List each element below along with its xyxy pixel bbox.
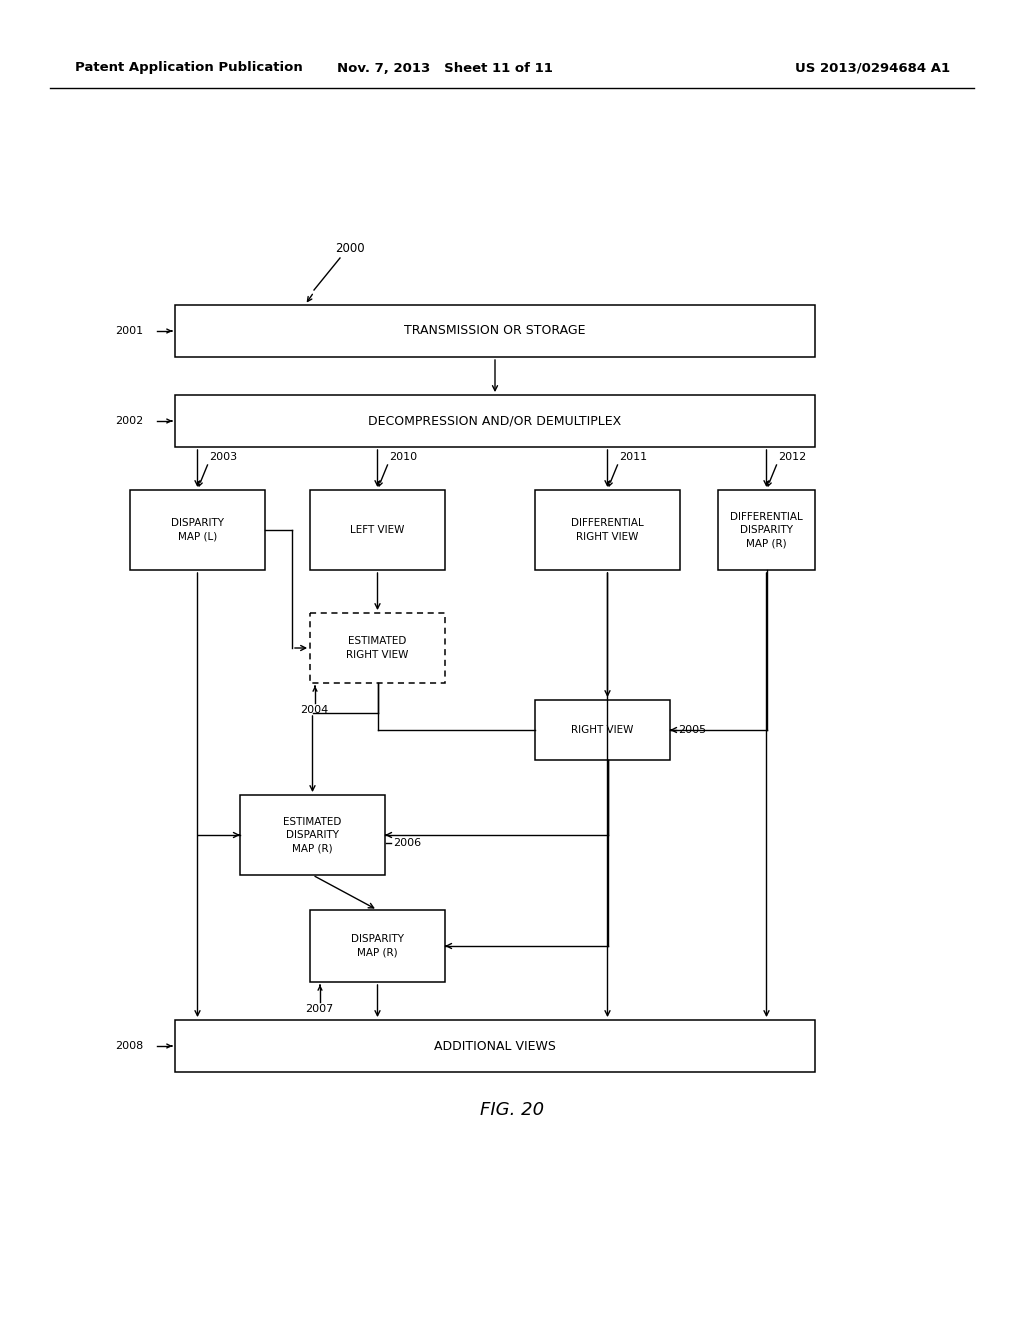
- Text: RIGHT VIEW: RIGHT VIEW: [571, 725, 634, 735]
- Bar: [310, 490, 445, 570]
- Text: ESTIMATED
RIGHT VIEW: ESTIMATED RIGHT VIEW: [346, 636, 409, 660]
- Text: ESTIMATED
DISPARITY
MAP (R): ESTIMATED DISPARITY MAP (R): [284, 817, 342, 853]
- Text: 2004: 2004: [300, 705, 329, 715]
- Text: 2005: 2005: [678, 725, 707, 735]
- Bar: [175, 1020, 815, 1072]
- Bar: [175, 305, 815, 356]
- Bar: [130, 490, 265, 570]
- Bar: [535, 700, 670, 760]
- Text: 2000: 2000: [335, 242, 365, 255]
- Bar: [240, 795, 385, 875]
- Text: ADDITIONAL VIEWS: ADDITIONAL VIEWS: [434, 1040, 556, 1052]
- Text: Patent Application Publication: Patent Application Publication: [75, 62, 303, 74]
- Bar: [310, 612, 445, 682]
- Text: DECOMPRESSION AND/OR DEMULTIPLEX: DECOMPRESSION AND/OR DEMULTIPLEX: [369, 414, 622, 428]
- Text: 2006: 2006: [393, 838, 421, 847]
- Text: 2003: 2003: [210, 451, 238, 462]
- Text: DIFFERENTIAL
RIGHT VIEW: DIFFERENTIAL RIGHT VIEW: [571, 519, 644, 541]
- Text: 2001: 2001: [115, 326, 143, 337]
- Text: 2011: 2011: [620, 451, 647, 462]
- Text: LEFT VIEW: LEFT VIEW: [350, 525, 404, 535]
- Bar: [175, 395, 815, 447]
- Text: 2002: 2002: [115, 416, 143, 426]
- Text: 2010: 2010: [389, 451, 418, 462]
- Text: US 2013/0294684 A1: US 2013/0294684 A1: [795, 62, 950, 74]
- Text: 2008: 2008: [115, 1041, 143, 1051]
- Text: 2012: 2012: [778, 451, 807, 462]
- Text: DISPARITY
MAP (R): DISPARITY MAP (R): [351, 935, 404, 957]
- Text: 2007: 2007: [305, 1005, 333, 1014]
- Text: DISPARITY
MAP (L): DISPARITY MAP (L): [171, 519, 224, 541]
- Bar: [535, 490, 680, 570]
- Bar: [718, 490, 815, 570]
- Text: DIFFERENTIAL
DISPARITY
MAP (R): DIFFERENTIAL DISPARITY MAP (R): [730, 512, 803, 548]
- Text: TRANSMISSION OR STORAGE: TRANSMISSION OR STORAGE: [404, 325, 586, 338]
- Text: FIG. 20: FIG. 20: [480, 1101, 544, 1119]
- Bar: [310, 909, 445, 982]
- Text: Nov. 7, 2013   Sheet 11 of 11: Nov. 7, 2013 Sheet 11 of 11: [337, 62, 553, 74]
